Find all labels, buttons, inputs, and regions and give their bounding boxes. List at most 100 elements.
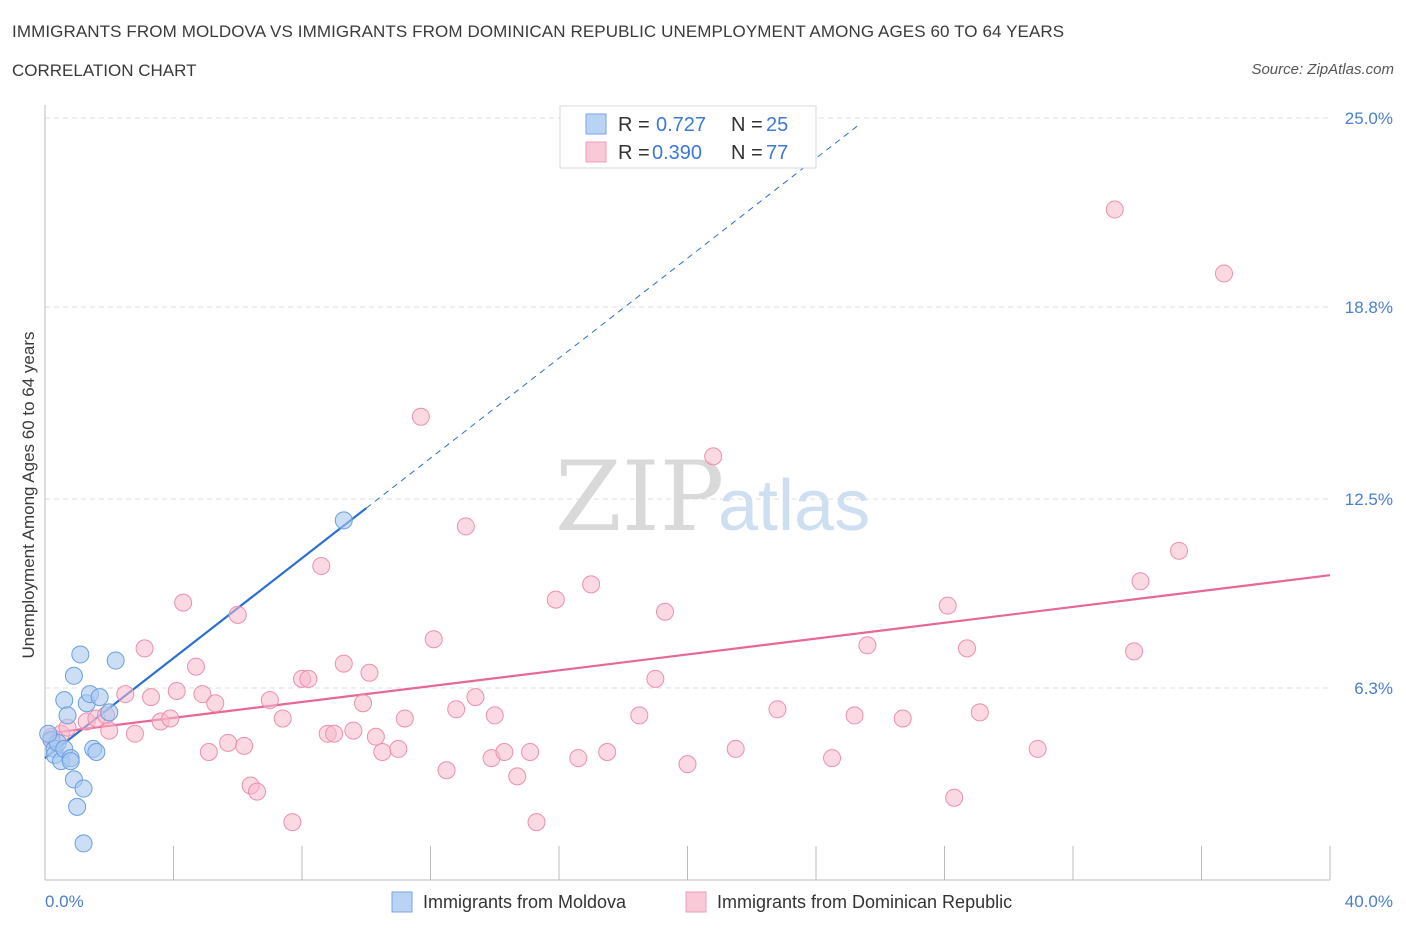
point-moldova <box>71 645 90 664</box>
point-moldova <box>106 651 125 670</box>
point-dominican <box>527 813 546 832</box>
point-dominican <box>325 724 344 743</box>
point-dominican <box>228 605 247 624</box>
point-dominican <box>373 742 392 761</box>
y-tick-label: 18.8% <box>1345 298 1393 317</box>
point-dominican <box>945 788 964 807</box>
point-dominican <box>845 706 864 725</box>
legend-r-value-dominican: 0.390 <box>652 142 702 164</box>
point-dominican <box>186 657 205 676</box>
source-label: Source: ZipAtlas.com <box>1251 61 1394 78</box>
point-dominican <box>199 742 218 761</box>
y-ticks: 6.3% 12.5% 18.8% 25.0% <box>1345 109 1393 698</box>
point-dominican <box>161 709 180 728</box>
point-dominican <box>125 724 144 743</box>
point-dominican <box>1131 572 1150 591</box>
legend-n-value-dominican: 77 <box>766 142 788 164</box>
point-moldova <box>64 666 83 685</box>
trend-line-dominican <box>44 574 1331 735</box>
point-dominican <box>656 602 675 621</box>
bottom-legend-swatch-dominican <box>685 891 707 913</box>
point-dominican <box>354 694 373 713</box>
point-moldova <box>58 706 77 725</box>
point-moldova <box>334 511 353 530</box>
point-dominican <box>521 742 540 761</box>
watermark-atlas: atlas <box>718 466 870 546</box>
point-dominican <box>424 630 443 649</box>
y-axis-label: Unemployment Among Ages 60 to 64 years <box>19 332 38 659</box>
point-moldova <box>87 742 106 761</box>
point-dominican <box>546 590 565 609</box>
point-moldova <box>74 779 93 798</box>
legend-r-label-moldova: R = <box>618 114 650 136</box>
point-moldova <box>55 691 74 710</box>
point-moldova <box>100 703 119 722</box>
point-dominican <box>366 727 385 746</box>
legend-box: R = 0.727 N = 25 R = 0.390 N = 77 <box>559 105 817 169</box>
series-dominican-republic <box>42 200 1233 832</box>
point-dominican <box>248 782 267 801</box>
point-dominican <box>273 709 292 728</box>
point-dominican <box>174 593 193 612</box>
legend-n-label-dominican: N = <box>731 142 763 164</box>
point-dominican <box>678 755 697 774</box>
point-dominican <box>100 721 119 740</box>
point-dominican <box>344 721 363 740</box>
point-dominican <box>1105 200 1124 219</box>
legend-swatch-moldova <box>585 113 607 135</box>
bottom-legend-label-dominican: Immigrants from Dominican Republic <box>717 892 1012 912</box>
point-dominican <box>167 682 186 701</box>
point-dominican <box>630 706 649 725</box>
chart-subtitle: CORRELATION CHART <box>12 61 197 80</box>
point-dominican <box>726 739 745 758</box>
point-dominican <box>142 688 161 707</box>
y-tick-label: 25.0% <box>1345 109 1393 128</box>
point-dominican <box>360 663 379 682</box>
point-dominican <box>938 596 957 615</box>
point-dominican <box>970 703 989 722</box>
x-tick-label-max: 40.0% <box>1345 892 1393 911</box>
watermark: ZIP atlas <box>555 441 870 553</box>
bottom-legend-label-moldova: Immigrants from Moldova <box>423 892 627 912</box>
legend-r-label-dominican: R = <box>618 142 650 164</box>
point-moldova <box>39 724 58 743</box>
point-dominican <box>206 694 225 713</box>
point-moldova <box>74 834 93 853</box>
point-dominican <box>334 654 353 673</box>
point-moldova <box>90 688 109 707</box>
point-dominican <box>495 742 514 761</box>
legend-r-value-moldova: 0.727 <box>656 114 706 136</box>
legend-n-value-moldova: 25 <box>766 114 788 136</box>
point-dominican <box>646 669 665 688</box>
series-moldova <box>39 511 353 853</box>
y-tick-label: 6.3% <box>1354 679 1393 698</box>
legend-swatch-dominican <box>585 141 607 163</box>
point-dominican <box>260 691 279 710</box>
point-dominican <box>466 688 485 707</box>
point-dominican <box>569 749 588 768</box>
point-dominican <box>893 709 912 728</box>
point-dominican <box>437 761 456 780</box>
grid-lines <box>45 117 1330 689</box>
point-dominican <box>456 517 475 536</box>
point-dominican <box>858 636 877 655</box>
bottom-legend-swatch-moldova <box>391 891 413 913</box>
point-dominican <box>1125 642 1144 661</box>
point-dominican <box>135 639 154 658</box>
point-dominican <box>508 767 527 786</box>
point-dominican <box>116 685 135 704</box>
point-dominican <box>582 575 601 594</box>
chart-title: IMMIGRANTS FROM MOLDOVA VS IMMIGRANTS FR… <box>12 22 1065 41</box>
point-dominican <box>219 733 238 752</box>
point-dominican <box>823 749 842 768</box>
point-dominican <box>411 407 430 426</box>
point-moldova <box>61 752 80 771</box>
watermark-zip: ZIP <box>555 441 724 553</box>
point-dominican <box>389 739 408 758</box>
point-dominican <box>957 639 976 658</box>
point-dominican <box>283 813 302 832</box>
bottom-legend: Immigrants from Moldova Immigrants from … <box>391 891 1012 913</box>
point-dominican <box>768 700 787 719</box>
point-dominican <box>193 685 212 704</box>
